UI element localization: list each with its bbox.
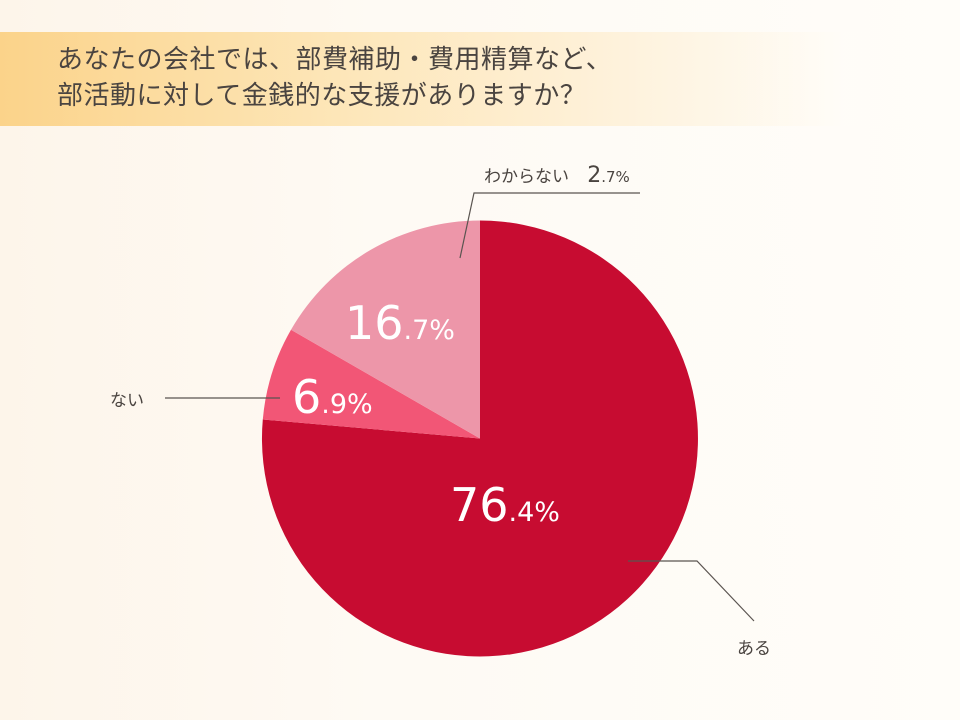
slice-aru [261, 220, 698, 657]
label-nai: ない [110, 391, 144, 411]
label-wakaranai-pct-dec: .7% [601, 168, 630, 186]
label-wakaranai-category: わからない [484, 167, 569, 187]
leader-line-aru [628, 560, 755, 622]
chart-title-line1: あなたの会社では、部費補助・費用精算など、 [57, 45, 613, 75]
value-wakaranai-int: 16 [345, 296, 404, 350]
value-aru: 76.4% [450, 478, 560, 532]
chart-title-line2: 部活動に対して金銭的な支援がありますか？ [57, 81, 587, 111]
leader-line-wakaranai [459, 192, 640, 259]
value-nai: 6.9% [292, 370, 373, 424]
label-wakaranai-pct-int: 2 [587, 163, 602, 188]
label-wakaranai: わからない 2.7% [484, 162, 630, 188]
value-aru-dec: .4% [508, 497, 560, 528]
value-nai-int: 6 [292, 370, 322, 424]
value-aru-int: 76 [450, 478, 509, 532]
chart-title: あなたの会社では、部費補助・費用精算など、 部活動に対して金銭的な支援があります… [57, 42, 612, 114]
value-wakaranai: 16.7% [345, 296, 455, 350]
label-aru: ある [737, 639, 771, 659]
value-nai-dec: .9% [321, 389, 373, 420]
slice-nai [262, 329, 480, 439]
value-wakaranai-dec: .7% [403, 315, 455, 346]
title-band [0, 32, 960, 126]
slice-wakaranai [291, 220, 480, 439]
